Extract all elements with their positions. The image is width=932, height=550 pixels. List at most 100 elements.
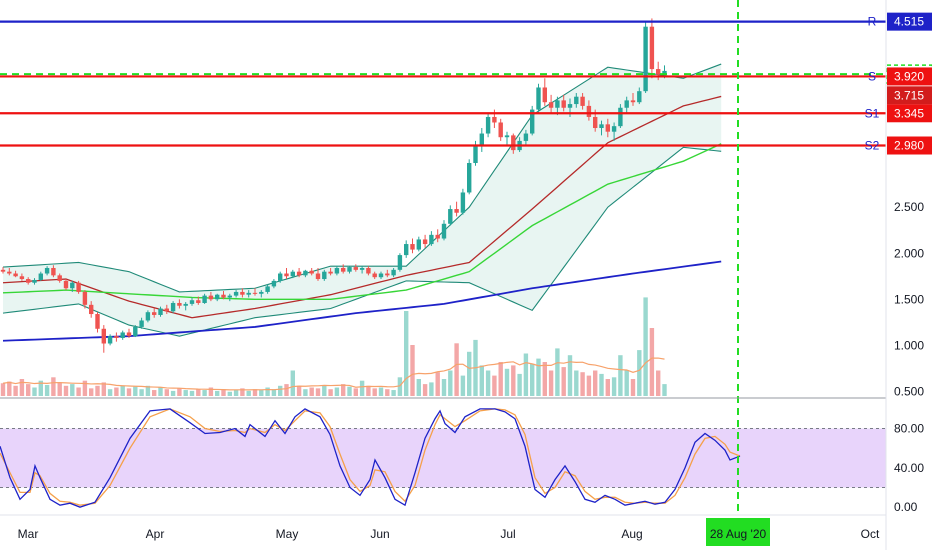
volume-bar: [353, 388, 358, 396]
volume-bar: [498, 362, 503, 396]
volume-bar: [227, 391, 232, 396]
candle-body: [177, 302, 182, 306]
candle-body: [561, 100, 566, 108]
price-tag-label: 3.345: [894, 106, 924, 120]
price-axis[interactable]: 2.500 2.000 1.500 1.000 0.500: [894, 200, 924, 398]
cursor-date-label: 28 Aug '20: [710, 527, 767, 541]
volume-bar: [359, 380, 365, 396]
volume-bar: [504, 368, 510, 396]
volume-bar: [252, 389, 258, 396]
candle-body: [498, 122, 503, 138]
volume-bar: [107, 389, 113, 396]
volume-bar: [271, 389, 277, 396]
price-tag[interactable]: 3.715: [887, 86, 932, 105]
volume-bar: [51, 377, 56, 396]
candle-body: [454, 209, 459, 213]
candle-body: [38, 273, 43, 280]
candle-body: [145, 312, 151, 321]
time-tick-label: Mar: [18, 527, 39, 541]
volume-bar: [530, 363, 535, 396]
candle-body: [95, 314, 100, 329]
candle-body: [114, 336, 119, 338]
volume-bar: [542, 362, 547, 396]
candle-body: [196, 300, 201, 303]
volume-bar: [26, 384, 31, 396]
candle-body: [567, 104, 573, 108]
volume-bar: [347, 386, 352, 396]
candle-body: [605, 124, 610, 132]
candle-body: [366, 267, 371, 274]
candle-body: [240, 291, 245, 295]
candle-body: [643, 26, 648, 92]
candle-body: [26, 279, 31, 283]
candle-body: [152, 312, 157, 315]
volume-bar: [221, 389, 226, 396]
volume-bar: [441, 379, 447, 396]
price-tag[interactable]: 4.515: [887, 12, 932, 31]
candle-body: [347, 267, 352, 272]
candle-body: [215, 294, 220, 300]
candle-body: [70, 282, 75, 289]
price-tag-box: [887, 12, 932, 31]
price-tag-box: [887, 104, 932, 123]
volume-bar: [57, 382, 62, 396]
candle-body: [233, 291, 239, 296]
candle-body: [89, 304, 94, 315]
volume-bar: [164, 389, 169, 396]
volume-bar: [618, 355, 623, 396]
oscillator-tick-label: 80.00: [894, 422, 924, 436]
price-tag-label: 4.515: [894, 15, 924, 29]
volume-bar: [536, 358, 541, 396]
candle-body: [139, 320, 144, 327]
time-axis[interactable]: Mar Apr May Jun Jul Aug Oct: [18, 527, 880, 541]
price-tag-label: 3.715: [894, 88, 924, 102]
volume-bar: [404, 311, 409, 396]
candle-body: [57, 275, 62, 281]
candle-body: [221, 294, 226, 298]
time-tick-label: Jun: [370, 527, 389, 541]
oscillator-line: [0, 408, 741, 506]
candle-body: [303, 270, 308, 276]
candle-body: [120, 332, 125, 338]
volume-bar: [38, 380, 43, 396]
price-tag[interactable]: 3.920: [887, 67, 932, 86]
volume-bar: [13, 385, 18, 396]
volume-bar: [586, 375, 592, 396]
price-tag[interactable]: 3.345: [887, 104, 932, 123]
volume-bar: [296, 385, 302, 396]
volume-bar: [139, 389, 144, 396]
volume-bar: [643, 297, 648, 396]
volume-bar: [290, 370, 295, 396]
candle-body: [523, 133, 529, 141]
candle-body: [63, 280, 69, 289]
candle-body: [473, 144, 478, 164]
moving-average-50-line: [2, 143, 722, 301]
volume-bar: [416, 379, 421, 396]
candle-body: [410, 244, 415, 250]
candle-body: [133, 326, 138, 337]
volume-bars: [0, 297, 667, 396]
volume-average-line: [2, 357, 665, 391]
volume-bar: [391, 390, 396, 396]
candle-body: [656, 69, 661, 75]
candle-body: [485, 116, 491, 134]
candle-body: [530, 109, 535, 134]
volume-bar: [580, 372, 585, 396]
candle-body: [107, 336, 113, 344]
candle-body: [284, 273, 289, 277]
candle-body: [479, 133, 484, 145]
volume-bar: [593, 370, 598, 396]
volume-bar: [95, 385, 100, 396]
price-tag[interactable]: 2.980: [887, 136, 932, 155]
candle-body: [467, 163, 472, 193]
candle-body: [259, 291, 264, 294]
candle-body: [353, 267, 358, 270]
volume-bar: [202, 390, 207, 396]
time-tick-label: Oct: [861, 527, 880, 541]
candle-body: [246, 292, 251, 295]
candle-body: [599, 124, 604, 129]
volume-bar: [32, 387, 37, 396]
candle-body: [624, 100, 629, 108]
volume-bar: [215, 390, 220, 396]
